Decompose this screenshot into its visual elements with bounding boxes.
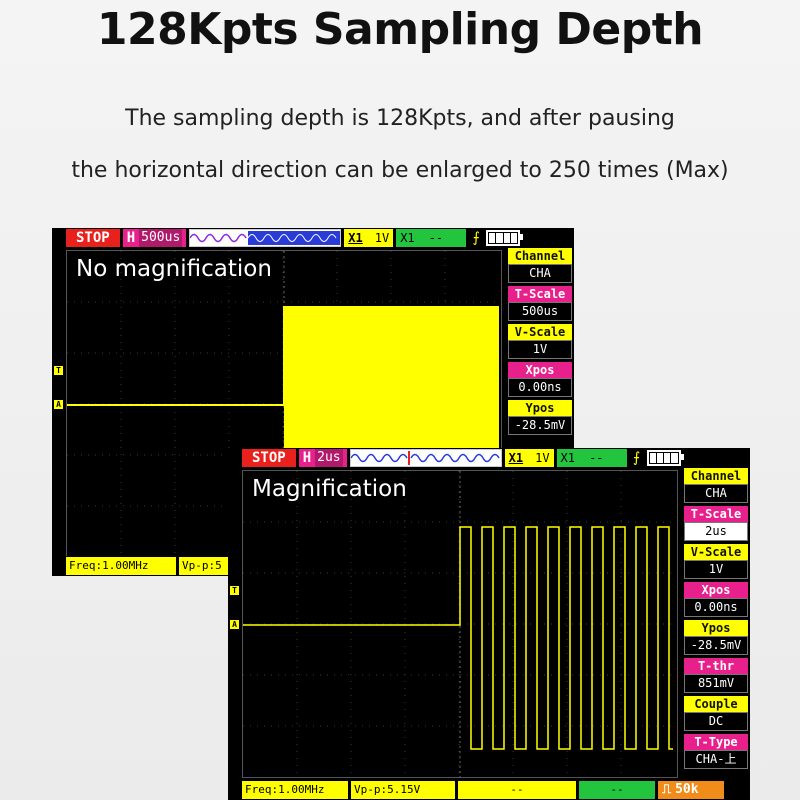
- side-menu-label: Channel: [508, 248, 572, 264]
- side-menu-value: CHA: [508, 264, 572, 283]
- side-menu-item-v-scale[interactable]: V-Scale 1V: [684, 544, 748, 579]
- overview-wave-icon: [350, 451, 500, 465]
- side-menu-item-t-scale[interactable]: T-Scale 500us: [508, 286, 572, 321]
- side-menu-label: V-Scale: [684, 544, 748, 560]
- trigger-level-marker[interactable]: T: [230, 586, 239, 595]
- top-status-bar: STOP H 500us X1 1V X1 -- ⨍: [52, 228, 574, 248]
- side-menu-label: Xpos: [684, 582, 748, 598]
- side-menu-value: 1V: [508, 340, 572, 359]
- time-scale-badge[interactable]: H 2us: [298, 449, 347, 467]
- vpp-readout: Vp-p:5: [179, 557, 237, 575]
- side-menu-label: T-Scale: [508, 286, 572, 302]
- channel-a-badge[interactable]: X1 1V: [344, 229, 394, 247]
- probe-x1-icon: X1: [560, 451, 575, 465]
- side-menu-value: -28.5mV: [684, 636, 748, 655]
- trigger-edge-icon: ⨍: [472, 230, 480, 246]
- channel-a-badge[interactable]: X1 1V: [504, 449, 554, 467]
- channel-a-volts: 1V: [535, 451, 550, 465]
- side-menu-label: T-Scale: [684, 506, 748, 522]
- magnification-label: Magnification: [252, 476, 407, 502]
- side-menu-label: Channel: [684, 468, 748, 484]
- probe-x1-icon: X1: [400, 231, 415, 245]
- pwm-value: 50k: [675, 782, 699, 797]
- time-prefix: H: [302, 450, 312, 466]
- vpp-readout: Vp-p:5.15V: [351, 781, 455, 799]
- side-menu: Channel CHA T-Scale 500us V-Scale 1V Xpos 0.00n…: [508, 248, 572, 435]
- frequency-readout: Freq:1.00MHz: [242, 781, 348, 799]
- side-menu-item-couple[interactable]: Couple DC: [684, 696, 748, 731]
- measure-slot-2[interactable]: --: [579, 781, 655, 799]
- side-menu-item-xpos[interactable]: Xpos 0.00ns: [508, 362, 572, 397]
- channel-a-volts: 1V: [374, 231, 390, 245]
- side-menu-value: CHA-上: [684, 750, 748, 769]
- side-menu-value: DC: [684, 712, 748, 731]
- time-prefix: H: [126, 230, 136, 246]
- channel-offset-marker[interactable]: A: [54, 400, 63, 409]
- side-menu-value: 500us: [508, 302, 572, 321]
- side-menu-value: 2us: [684, 522, 748, 541]
- headline: 128Kpts Sampling Depth: [96, 4, 704, 55]
- waveform-grid: [242, 470, 678, 778]
- side-menu-value: 1V: [684, 560, 748, 579]
- square-wave-trace: [243, 526, 673, 750]
- time-scale-value: 500us: [139, 229, 183, 247]
- trigger-edge-icon: ⨍: [632, 450, 641, 466]
- side-menu-value: -28.5mV: [508, 416, 572, 435]
- channel-b-badge[interactable]: X1 --: [396, 229, 467, 247]
- side-menu-label: Xpos: [508, 362, 572, 378]
- side-menu-item-t-thr[interactable]: T-thr 851mV: [684, 658, 748, 693]
- probe-x1-icon: X1: [508, 451, 524, 465]
- channel-b-badge[interactable]: X1 --: [556, 449, 627, 467]
- side-menu-label: T-thr: [684, 658, 748, 674]
- battery-icon: [646, 450, 684, 466]
- side-menu-item-v-scale[interactable]: V-Scale 1V: [508, 324, 572, 359]
- bottom-measure-bar: Freq:1.00MHz Vp-p:5.15V -- -- ⎍ 50k: [228, 780, 750, 800]
- channel-b-volts: --: [589, 451, 604, 465]
- side-menu-label: Ypos: [684, 620, 748, 636]
- frequency-readout: Freq:1.00MHz: [66, 557, 176, 575]
- run-stop-button[interactable]: STOP: [66, 229, 120, 247]
- battery-icon: [486, 230, 524, 246]
- time-scale-value: 2us: [315, 449, 343, 467]
- side-menu-item-ypos[interactable]: Ypos -28.5mV: [684, 620, 748, 655]
- side-menu-item-t-type[interactable]: T-Type CHA-上: [684, 734, 748, 769]
- side-menu-value: 0.00ns: [684, 598, 748, 617]
- side-menu-item-t-scale[interactable]: T-Scale 2us: [684, 506, 748, 541]
- side-menu-label: Ypos: [508, 400, 572, 416]
- overview-wave-icon: [190, 231, 341, 245]
- magnification-label: No magnification: [76, 256, 272, 282]
- side-menu-label: T-Type: [684, 734, 748, 750]
- trigger-level-marker[interactable]: T: [54, 366, 63, 375]
- waveform-overview-strip: [349, 449, 502, 467]
- side-menu-item-xpos[interactable]: Xpos 0.00ns: [684, 582, 748, 617]
- side-menu-value: 0.00ns: [508, 378, 572, 397]
- channel-offset-marker[interactable]: A: [230, 620, 239, 629]
- run-stop-button[interactable]: STOP: [242, 449, 296, 467]
- side-menu-value: 851mV: [684, 674, 748, 693]
- side-menu-value: CHA: [684, 484, 748, 503]
- time-scale-badge[interactable]: H 500us: [122, 229, 187, 247]
- top-status-bar: STOP H 2us X1 1V X1 -- ⨍: [228, 448, 750, 468]
- side-menu: Channel CHA T-Scale 2us V-Scale 1V Xpos 0.00ns Y…: [684, 468, 748, 769]
- channel-b-volts: --: [428, 231, 444, 245]
- oscilloscope-screen-magnification: STOP H 2us X1 1V X1 -- ⨍: [228, 448, 750, 800]
- probe-x1-icon: X1: [348, 231, 363, 245]
- side-menu-label: V-Scale: [508, 324, 572, 340]
- measure-slot-1[interactable]: --: [458, 781, 576, 799]
- side-menu-label: Couple: [684, 696, 748, 712]
- description-line-2: the horizontal direction can be enlarged…: [71, 158, 729, 183]
- pwm-output-button[interactable]: ⎍ 50k: [658, 781, 724, 799]
- side-menu-item-channel[interactable]: Channel CHA: [508, 248, 572, 283]
- waveform-overview-strip: [189, 229, 342, 247]
- waveform-trace-svg: [243, 471, 677, 777]
- description-line-1: The sampling depth is 128Kpts, and after…: [125, 106, 675, 131]
- pulse-icon: ⎍: [662, 782, 672, 797]
- side-menu-item-channel[interactable]: Channel CHA: [684, 468, 748, 503]
- side-menu-item-ypos[interactable]: Ypos -28.5mV: [508, 400, 572, 435]
